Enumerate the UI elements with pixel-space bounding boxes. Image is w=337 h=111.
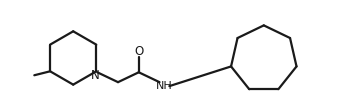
Text: N: N [91, 69, 100, 82]
Text: NH: NH [156, 81, 173, 91]
Text: O: O [134, 45, 143, 58]
